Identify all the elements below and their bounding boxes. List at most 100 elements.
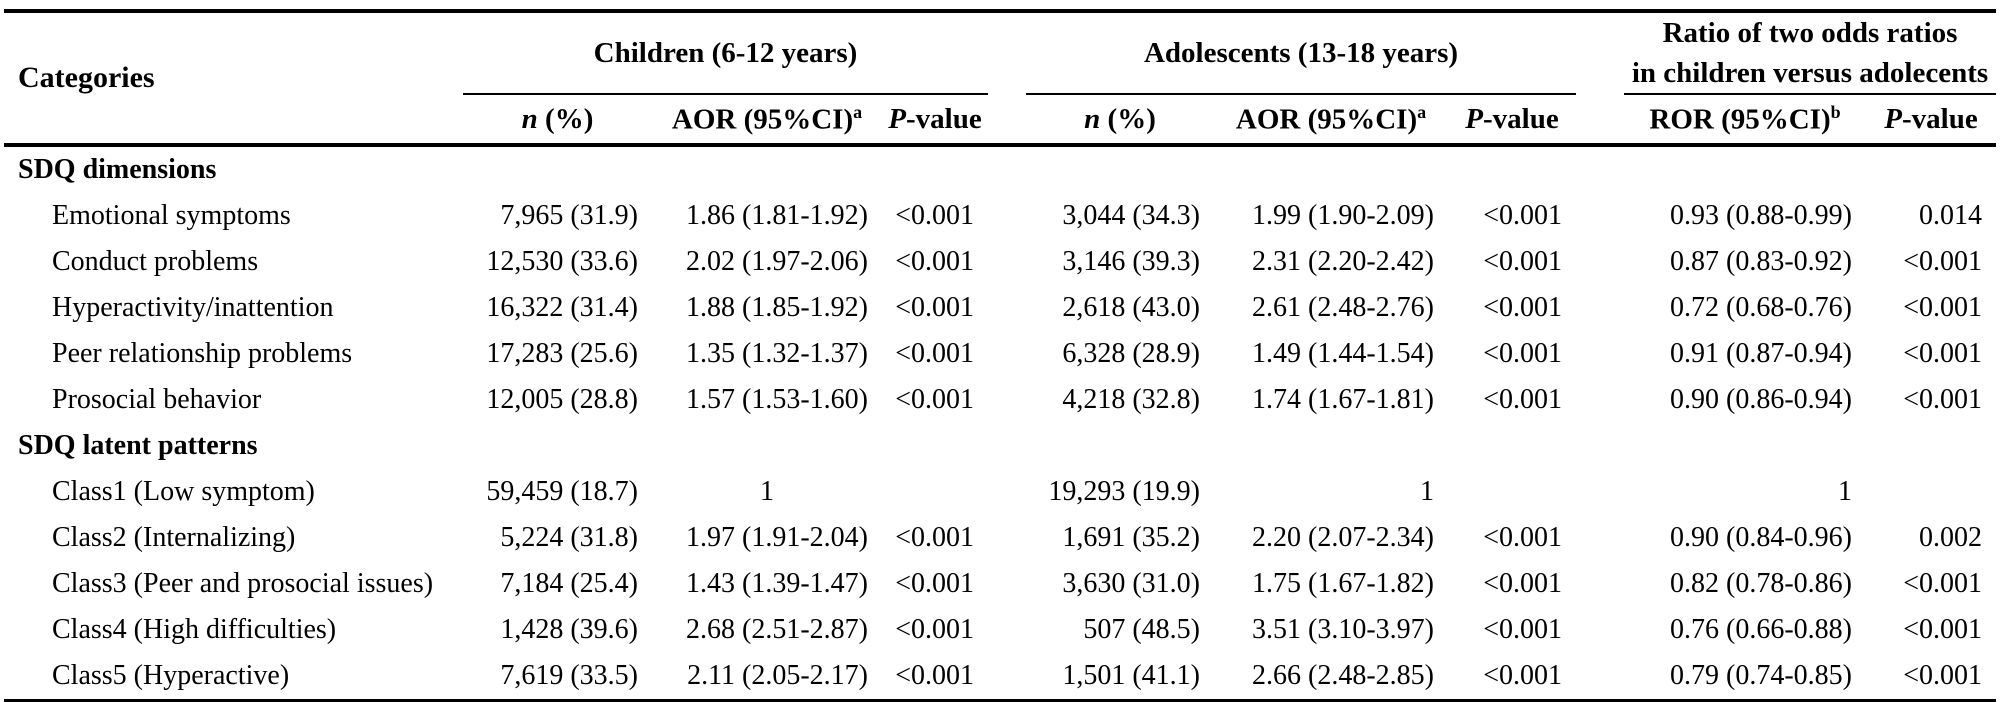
cell-children-n: 17,283 (25.6) bbox=[486, 338, 638, 369]
cell-children-aor: 1 bbox=[760, 476, 774, 507]
table-row: Class2 (Internalizing) 5,224 (31.8) 1.97 (… bbox=[4, 515, 1996, 561]
table-row: Class1 (Low symptom) 59,459 (18.7) 1 19,293… bbox=[4, 469, 1996, 515]
row-label: Class3 (Peer and prosocial issues) bbox=[52, 568, 434, 599]
cell-children-aor: 1.86 (1.81-1.92) bbox=[686, 200, 868, 231]
cell-children-aor: 2.02 (1.97-2.06) bbox=[686, 246, 868, 277]
cell-children-n: 16,322 (31.4) bbox=[486, 292, 638, 323]
cell-children-pvalue bbox=[882, 469, 988, 515]
cell-children-pvalue: <0.001 bbox=[895, 660, 974, 691]
column-spacer bbox=[988, 607, 1026, 653]
table-body: SDQ dimensions Emotional symptoms 7,965 (3… bbox=[4, 145, 1996, 701]
row-label: Class4 (High difficulties) bbox=[52, 614, 337, 645]
cell-ror-pvalue: 0.002 bbox=[1919, 522, 1982, 553]
group-header-children: Children (6-12 years) bbox=[463, 11, 988, 95]
cell-adolescents-pvalue bbox=[1448, 469, 1576, 515]
column-spacer bbox=[988, 331, 1026, 377]
cell-adolescents-aor: 1.74 (1.67-1.81) bbox=[1252, 384, 1434, 415]
cell-ror: 1 bbox=[1838, 476, 1852, 507]
cell-children-aor: 1.43 (1.39-1.47) bbox=[686, 568, 868, 599]
cell-ror-pvalue: <0.001 bbox=[1903, 292, 1982, 323]
column-spacer bbox=[1576, 331, 1624, 377]
col-header-pvalue-children: P-value bbox=[882, 94, 988, 147]
cell-adolescents-n: 3,146 (39.3) bbox=[1062, 246, 1200, 277]
section-title: SDQ dimensions bbox=[18, 154, 217, 185]
cell-children-aor: 1.97 (1.91-2.04) bbox=[686, 522, 868, 553]
column-spacer bbox=[1576, 561, 1624, 607]
table-row: Conduct problems 12,530 (33.6) 2.02 (1.97-… bbox=[4, 239, 1996, 285]
cell-children-n: 7,965 (31.9) bbox=[500, 200, 638, 231]
cell-ror-pvalue: <0.001 bbox=[1903, 384, 1982, 415]
cell-adolescents-pvalue: <0.001 bbox=[1483, 246, 1562, 277]
col-header-pvalue-adolescents: P-value bbox=[1448, 94, 1576, 147]
table-row: Peer relationship problems 17,283 (25.6) 1… bbox=[4, 331, 1996, 377]
row-label: Class2 (Internalizing) bbox=[52, 522, 296, 553]
table-row: Class5 (Hyperactive) 7,619 (33.5) 2.11 (2.… bbox=[4, 653, 1996, 701]
cell-adolescents-pvalue: <0.001 bbox=[1483, 614, 1562, 645]
column-spacer bbox=[988, 653, 1026, 701]
col-header-n-children: n (%) bbox=[463, 94, 652, 147]
column-spacer bbox=[1576, 653, 1624, 701]
sub-header-row: n (%) AOR (95%CI)a P-value n (%) AOR (95… bbox=[4, 94, 1996, 147]
cell-adolescents-n: 1,691 (35.2) bbox=[1062, 522, 1200, 553]
column-spacer bbox=[988, 561, 1026, 607]
cell-adolescents-pvalue: <0.001 bbox=[1483, 522, 1562, 553]
results-table: Categories Children (6-12 years) Adolesc… bbox=[4, 9, 1996, 702]
col-header-n-adolescents: n (%) bbox=[1026, 94, 1214, 147]
cell-adolescents-pvalue: <0.001 bbox=[1483, 338, 1562, 369]
col-header-pvalue-ror: P-value bbox=[1866, 94, 1996, 147]
row-label: Prosocial behavior bbox=[52, 384, 262, 415]
cell-children-pvalue: <0.001 bbox=[895, 522, 974, 553]
cell-children-aor: 2.68 (2.51-2.87) bbox=[686, 614, 868, 645]
cell-children-pvalue: <0.001 bbox=[895, 568, 974, 599]
row-label: Conduct problems bbox=[52, 246, 259, 277]
cell-children-pvalue: <0.001 bbox=[895, 292, 974, 323]
group-header-adolescents: Adolescents (13-18 years) bbox=[1026, 11, 1576, 95]
column-spacer bbox=[1576, 607, 1624, 653]
cell-ror-pvalue: <0.001 bbox=[1903, 660, 1982, 691]
col-header-ror: ROR (95%CI)b bbox=[1624, 94, 1866, 147]
group-header-ror-line2: in children versus adolecents bbox=[1631, 57, 1989, 89]
table-row: Prosocial behavior 12,005 (28.8) 1.57 (1.5… bbox=[4, 377, 1996, 423]
cell-children-aor: 1.57 (1.53-1.60) bbox=[686, 384, 868, 415]
cell-adolescents-pvalue: <0.001 bbox=[1483, 568, 1562, 599]
column-spacer bbox=[1576, 285, 1624, 331]
row-label: Class5 (Hyperactive) bbox=[52, 660, 290, 691]
group-header-ror-line1: Ratio of two odds ratios bbox=[1662, 17, 1958, 49]
cell-children-pvalue: <0.001 bbox=[895, 614, 974, 645]
column-spacer bbox=[1576, 193, 1624, 239]
row-label: Emotional symptoms bbox=[52, 200, 291, 231]
cell-adolescents-aor: 1.99 (1.90-2.09) bbox=[1252, 200, 1434, 231]
row-label: Hyperactivity/inattention bbox=[52, 292, 334, 323]
cell-adolescents-aor: 2.66 (2.48-2.85) bbox=[1252, 660, 1434, 691]
cell-ror-pvalue: <0.001 bbox=[1903, 568, 1982, 599]
column-spacer bbox=[988, 515, 1026, 561]
cell-children-n: 12,005 (28.8) bbox=[486, 384, 638, 415]
cell-ror-pvalue: <0.001 bbox=[1903, 338, 1982, 369]
cell-adolescents-n: 1,501 (41.1) bbox=[1062, 660, 1200, 691]
table-row: Emotional symptoms 7,965 (31.9) 1.86 (1.81… bbox=[4, 193, 1996, 239]
cell-ror: 0.87 (0.83-0.92) bbox=[1670, 246, 1852, 277]
cell-ror-pvalue bbox=[1866, 469, 1996, 515]
cell-adolescents-n: 3,044 (34.3) bbox=[1062, 200, 1200, 231]
cell-adolescents-pvalue: <0.001 bbox=[1483, 292, 1562, 323]
column-spacer bbox=[1576, 515, 1624, 561]
col-header-aor-adolescents: AOR (95%CI)a bbox=[1214, 94, 1448, 147]
cell-adolescents-aor: 1.49 (1.44-1.54) bbox=[1252, 338, 1434, 369]
cell-adolescents-n: 6,328 (28.9) bbox=[1062, 338, 1200, 369]
table-row: Hyperactivity/inattention 16,322 (31.4) 1.… bbox=[4, 285, 1996, 331]
cell-children-aor: 2.11 (2.05-2.17) bbox=[687, 660, 868, 691]
cell-adolescents-n: 3,630 (31.0) bbox=[1062, 568, 1200, 599]
group-header-row: Categories Children (6-12 years) Adolesc… bbox=[4, 11, 1996, 147]
column-spacer bbox=[988, 11, 1026, 147]
table-row: Class4 (High difficulties) 1,428 (39.6) 2.… bbox=[4, 607, 1996, 653]
column-spacer bbox=[1576, 469, 1624, 515]
cell-ror-pvalue: 0.014 bbox=[1919, 200, 1982, 231]
cell-adolescents-n: 2,618 (43.0) bbox=[1062, 292, 1200, 323]
cell-ror: 0.90 (0.86-0.94) bbox=[1670, 384, 1852, 415]
column-spacer bbox=[988, 377, 1026, 423]
cell-ror: 0.90 (0.84-0.96) bbox=[1670, 522, 1852, 553]
cell-adolescents-aor: 2.20 (2.07-2.34) bbox=[1252, 522, 1434, 553]
cell-adolescents-aor: 2.31 (2.20-2.42) bbox=[1252, 246, 1434, 277]
cell-ror: 0.82 (0.78-0.86) bbox=[1670, 568, 1852, 599]
col-header-categories: Categories bbox=[4, 11, 463, 147]
